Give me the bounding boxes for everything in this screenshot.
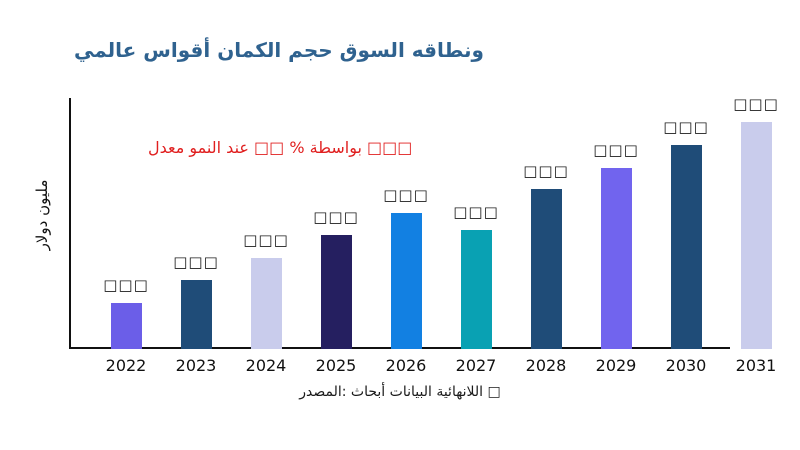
bar-2028 — [530, 189, 562, 349]
x-tick-label-2031: 2031 — [735, 356, 777, 375]
x-tick-label-2022: 2022 — [105, 356, 147, 375]
source-caption: المصدر:‎ أبحاث‎ البيانات‎ اللانهائية‎ □ — [299, 384, 501, 400]
bar-value-label-2024: □□□ — [243, 231, 289, 249]
x-tick-label-2030: 2030 — [665, 356, 707, 375]
bar-2025 — [320, 235, 352, 349]
bar-2029 — [600, 168, 632, 349]
bar-value-label-2027: □□□ — [453, 203, 499, 221]
y-axis-label: مليون دولار — [33, 179, 51, 251]
growth-rate-annotation: معدل‎ النمو‎ عند‎ □□ % بواسطة‎ □□□ — [148, 138, 413, 157]
bar-2030 — [670, 145, 702, 349]
bar-value-label-2026: □□□ — [383, 186, 429, 204]
bar-2022 — [110, 303, 142, 349]
bar-2031 — [740, 122, 772, 349]
bar-2024 — [250, 258, 282, 349]
y-axis-line — [69, 98, 71, 349]
bar-value-label-2029: □□□ — [593, 141, 639, 159]
bar-2027 — [460, 230, 492, 349]
bar-2026 — [390, 213, 422, 349]
bar-value-label-2030: □□□ — [663, 118, 709, 136]
bar-value-label-2028: □□□ — [523, 162, 569, 180]
x-tick-label-2026: 2026 — [385, 356, 427, 375]
x-tick-label-2028: 2028 — [525, 356, 567, 375]
x-tick-label-2029: 2029 — [595, 356, 637, 375]
x-tick-label-2025: 2025 — [315, 356, 357, 375]
bar-value-label-2023: □□□ — [173, 253, 219, 271]
x-tick-label-2024: 2024 — [245, 356, 287, 375]
bar-value-label-2025: □□□ — [313, 208, 359, 226]
bar-value-label-2022: □□□ — [103, 276, 149, 294]
x-tick-label-2023: 2023 — [175, 356, 217, 375]
bar-2023 — [180, 280, 212, 349]
x-tick-label-2027: 2027 — [455, 356, 497, 375]
chart-title: عالمي‎ أقواس‎ الكمان‎ حجم‎ السوق‎ ونطاقه — [74, 38, 484, 62]
bar-value-label-2031: □□□ — [733, 95, 779, 113]
